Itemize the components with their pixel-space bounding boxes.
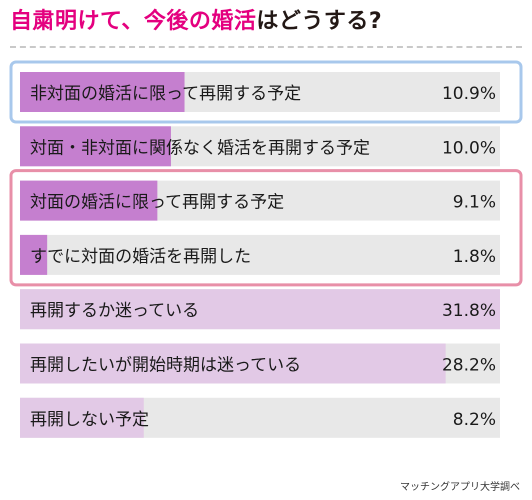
- value-label: 31.8%: [442, 301, 496, 321]
- source-note: マッチングアプリ大学調べ: [400, 482, 520, 493]
- chart-title: 自粛明けて、今後の婚活はどうする?: [10, 4, 382, 40]
- category-label: 再開するか迷っている: [30, 301, 199, 321]
- title-divider: [10, 46, 522, 48]
- bar: [20, 289, 500, 330]
- highlight-box-blue: [9, 60, 523, 124]
- category-label: 再開しない予定: [30, 410, 149, 430]
- value-label: 10.9%: [442, 84, 496, 104]
- bar: [20, 180, 158, 221]
- category-label: 対面の婚活に限って再開する予定: [30, 193, 284, 213]
- bar: [20, 126, 171, 167]
- value-label: 10.0%: [442, 138, 496, 158]
- title-part-3: はどうする?: [256, 9, 383, 34]
- bar-track: [20, 234, 500, 275]
- bar: [20, 397, 144, 438]
- title-part-2: 今後の婚活: [143, 9, 257, 34]
- value-label: 1.8%: [453, 247, 496, 267]
- bar: [20, 234, 48, 275]
- title-part-1: 自粛明けて、: [10, 9, 144, 34]
- category-label: 再開したいが開始時期は迷っている: [30, 356, 301, 376]
- bar: [20, 72, 185, 112]
- highlight-box-pink: [9, 169, 523, 287]
- bar: [20, 343, 446, 384]
- category-label: 対面・非対面に関係なく婚活を再開する予定: [30, 138, 370, 158]
- value-label: 28.2%: [442, 356, 496, 376]
- category-label: 非対面の婚活に限って再開する予定: [30, 84, 301, 104]
- value-label: 9.1%: [453, 193, 496, 213]
- value-label: 8.2%: [453, 410, 496, 430]
- category-label: すでに対面の婚活を再開した: [30, 247, 251, 267]
